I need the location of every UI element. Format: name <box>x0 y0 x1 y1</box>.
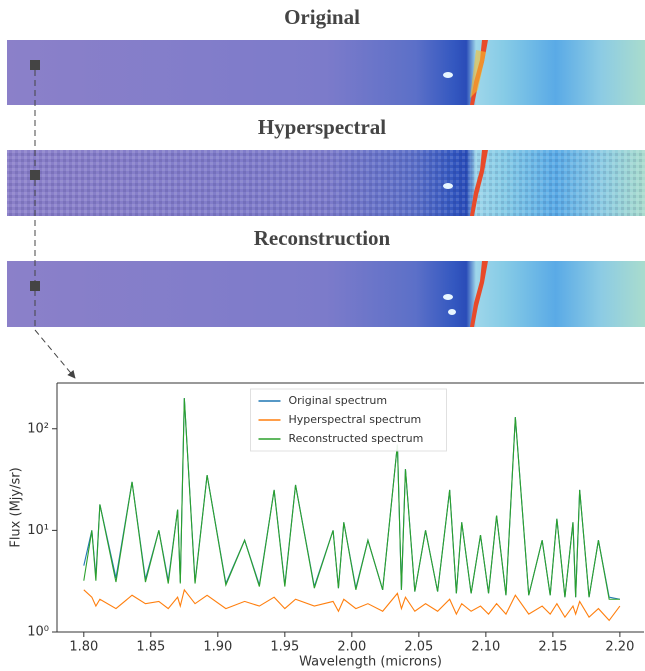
x-tick-label: 1.95 <box>270 640 299 655</box>
legend-label: Reconstructed spectrum <box>289 432 424 445</box>
series-line <box>83 588 621 622</box>
y-axis-label: Flux (Mjy/sr) <box>9 467 24 547</box>
panel-title: Original <box>284 5 360 29</box>
x-tick-label: 1.80 <box>69 640 98 655</box>
x-tick-label: 1.85 <box>136 640 165 655</box>
legend-label: Hyperspectral spectrum <box>289 413 422 426</box>
pointer-arrow <box>34 70 76 379</box>
x-tick-label: 2.10 <box>471 640 500 655</box>
panel-title: Hyperspectral <box>258 115 386 139</box>
x-tick-label: 2.00 <box>337 640 366 655</box>
x-tick-label: 2.15 <box>538 640 567 655</box>
x-axis-label: Wavelength (microns) <box>299 655 442 670</box>
x-tick-label: 2.05 <box>404 640 433 655</box>
legend-box <box>250 388 447 452</box>
panel-title: Reconstruction <box>254 226 391 250</box>
y-tick-label: 10¹ <box>27 523 49 538</box>
x-tick-label: 1.90 <box>203 640 232 655</box>
series-line <box>83 398 620 600</box>
image-reconstruction <box>7 261 645 327</box>
x-tick-label: 2.20 <box>605 640 634 655</box>
image-original <box>7 40 645 105</box>
y-tick-label: 10² <box>27 421 49 436</box>
chart: 1.80 1.85 1.90 1.95 2.00 2.05 2.10 2.15 2.20 10⁰ 1… <box>9 382 644 670</box>
image-hyperspectral <box>7 150 645 216</box>
y-tick-label: 10⁰ <box>27 625 49 640</box>
legend-label: Original spectrum <box>289 394 388 407</box>
